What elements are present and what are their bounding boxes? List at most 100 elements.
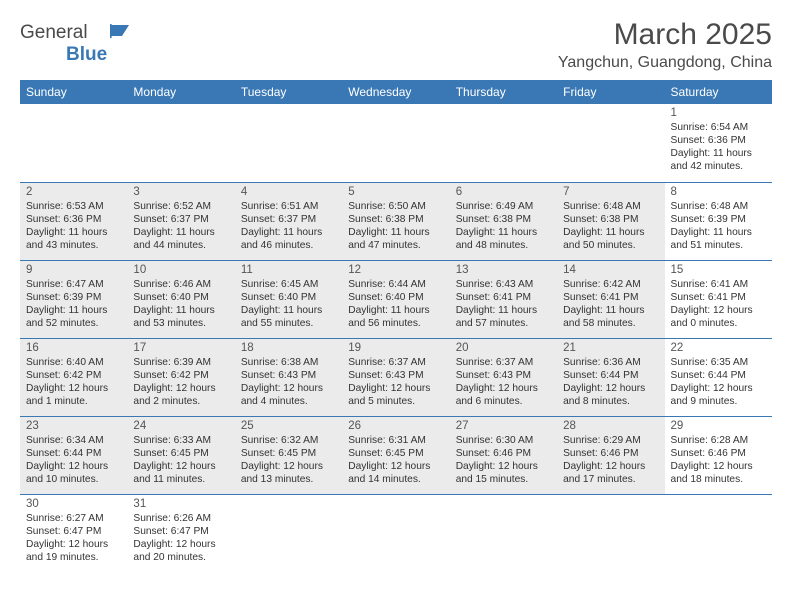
flag-icon	[110, 24, 130, 43]
calendar-week: 9Sunrise: 6:47 AMSunset: 6:39 PMDaylight…	[20, 260, 772, 338]
day-info: Sunrise: 6:37 AMSunset: 6:43 PMDaylight:…	[456, 356, 551, 408]
calendar-cell: 17 Sunrise: 6:39 AMSunset: 6:42 PMDayligh…	[127, 338, 234, 416]
day-header: Monday	[127, 80, 234, 104]
calendar-cell-empty	[450, 104, 557, 182]
calendar-cell-empty	[557, 494, 664, 572]
calendar-cell: 31 Sunrise: 6:26 AMSunset: 6:47 PMDayligh…	[127, 494, 234, 572]
calendar-week: 23Sunrise: 6:34 AMSunset: 6:44 PMDayligh…	[20, 416, 772, 494]
calendar-cell: 28Sunrise: 6:29 AMSunset: 6:46 PMDayligh…	[557, 416, 664, 494]
day-info: Sunrise: 6:45 AMSunset: 6:40 PMDaylight:…	[241, 278, 336, 330]
day-number: 21	[563, 342, 658, 354]
calendar-cell: 29 Sunrise: 6:28 AMSunset: 6:46 PMDayligh…	[665, 416, 772, 494]
day-info: Sunrise: 6:28 AMSunset: 6:46 PMDaylight:…	[671, 434, 766, 486]
logo: GeneralBlue	[20, 18, 130, 66]
calendar-cell: 14Sunrise: 6:42 AMSunset: 6:41 PMDayligh…	[557, 260, 664, 338]
day-number: 19	[348, 342, 443, 354]
day-number: 3	[133, 186, 228, 198]
day-number: 27	[456, 420, 551, 432]
day-info: Sunrise: 6:48 AMSunset: 6:38 PMDaylight:…	[563, 200, 658, 252]
day-number: 31	[133, 498, 228, 510]
calendar-cell: 2Sunrise: 6:53 AMSunset: 6:36 PMDaylight…	[20, 182, 127, 260]
day-number: 22	[671, 342, 766, 354]
calendar-cell: 10 Sunrise: 6:46 AMSunset: 6:40 PMDayligh…	[127, 260, 234, 338]
calendar-cell: 23Sunrise: 6:34 AMSunset: 6:44 PMDayligh…	[20, 416, 127, 494]
logo-text-general: General	[20, 22, 88, 43]
calendar-cell: 3 Sunrise: 6:52 AMSunset: 6:37 PMDaylight…	[127, 182, 234, 260]
day-header: Thursday	[450, 80, 557, 104]
day-info: Sunrise: 6:48 AMSunset: 6:39 PMDaylight:…	[671, 200, 766, 252]
calendar-cell-empty	[342, 104, 449, 182]
day-info: Sunrise: 6:33 AMSunset: 6:45 PMDaylight:…	[133, 434, 228, 486]
calendar-cell: 25 Sunrise: 6:32 AMSunset: 6:45 PMDayligh…	[235, 416, 342, 494]
day-number: 16	[26, 342, 121, 354]
calendar-cell: 1 Sunrise: 6:54 AMSunset: 6:36 PMDaylight…	[665, 104, 772, 182]
day-number: 9	[26, 264, 121, 276]
day-info: Sunrise: 6:52 AMSunset: 6:37 PMDaylight:…	[133, 200, 228, 252]
day-number: 30	[26, 498, 121, 510]
logo-text-blue: Blue	[66, 44, 107, 65]
calendar-cell: 15 Sunrise: 6:41 AMSunset: 6:41 PMDayligh…	[665, 260, 772, 338]
calendar-head: SundayMondayTuesdayWednesdayThursdayFrid…	[20, 80, 772, 104]
day-number: 24	[133, 420, 228, 432]
day-number: 4	[241, 186, 336, 198]
day-number: 1	[671, 107, 766, 119]
day-number: 12	[348, 264, 443, 276]
calendar-cell: 24 Sunrise: 6:33 AMSunset: 6:45 PMDayligh…	[127, 416, 234, 494]
day-info: Sunrise: 6:32 AMSunset: 6:45 PMDaylight:…	[241, 434, 336, 486]
calendar-week: 2Sunrise: 6:53 AMSunset: 6:36 PMDaylight…	[20, 182, 772, 260]
day-number: 11	[241, 264, 336, 276]
day-info: Sunrise: 6:31 AMSunset: 6:45 PMDaylight:…	[348, 434, 443, 486]
day-number: 29	[671, 420, 766, 432]
day-info: Sunrise: 6:39 AMSunset: 6:42 PMDaylight:…	[133, 356, 228, 408]
calendar-cell: 7 Sunrise: 6:48 AMSunset: 6:38 PMDaylight…	[557, 182, 664, 260]
calendar-cell: 5Sunrise: 6:50 AMSunset: 6:38 PMDaylight…	[342, 182, 449, 260]
day-number: 17	[133, 342, 228, 354]
calendar-cell-empty	[450, 494, 557, 572]
calendar-cell: 8 Sunrise: 6:48 AMSunset: 6:39 PMDaylight…	[665, 182, 772, 260]
calendar-cell-empty	[235, 104, 342, 182]
calendar-cell-empty	[235, 494, 342, 572]
header: GeneralBlue March 2025 Yangchun, Guangdo…	[20, 18, 772, 72]
day-info: Sunrise: 6:41 AMSunset: 6:41 PMDaylight:…	[671, 278, 766, 330]
day-info: Sunrise: 6:43 AMSunset: 6:41 PMDaylight:…	[456, 278, 551, 330]
calendar-table: SundayMondayTuesdayWednesdayThursdayFrid…	[20, 80, 772, 572]
day-number: 13	[456, 264, 551, 276]
day-number: 26	[348, 420, 443, 432]
day-info: Sunrise: 6:26 AMSunset: 6:47 PMDaylight:…	[133, 512, 228, 564]
calendar-cell: 19Sunrise: 6:37 AMSunset: 6:43 PMDayligh…	[342, 338, 449, 416]
day-number: 25	[241, 420, 336, 432]
calendar-cell: 4Sunrise: 6:51 AMSunset: 6:37 PMDaylight…	[235, 182, 342, 260]
calendar-cell: 13 Sunrise: 6:43 AMSunset: 6:41 PMDayligh…	[450, 260, 557, 338]
day-number: 18	[241, 342, 336, 354]
day-info: Sunrise: 6:38 AMSunset: 6:43 PMDaylight:…	[241, 356, 336, 408]
day-number: 6	[456, 186, 551, 198]
day-number: 7	[563, 186, 658, 198]
day-info: Sunrise: 6:53 AMSunset: 6:36 PMDaylight:…	[26, 200, 121, 252]
day-number: 8	[671, 186, 766, 198]
page-subtitle: Yangchun, Guangdong, China	[558, 54, 772, 72]
day-header: Tuesday	[235, 80, 342, 104]
day-header: Sunday	[20, 80, 127, 104]
calendar-cell-empty	[20, 104, 127, 182]
day-info: Sunrise: 6:34 AMSunset: 6:44 PMDaylight:…	[26, 434, 121, 486]
day-number: 14	[563, 264, 658, 276]
calendar-cell: 22 Sunrise: 6:35 AMSunset: 6:44 PMDayligh…	[665, 338, 772, 416]
day-info: Sunrise: 6:49 AMSunset: 6:38 PMDaylight:…	[456, 200, 551, 252]
day-info: Sunrise: 6:46 AMSunset: 6:40 PMDaylight:…	[133, 278, 228, 330]
calendar-body: 1 Sunrise: 6:54 AMSunset: 6:36 PMDaylight…	[20, 104, 772, 572]
calendar-cell-empty	[665, 494, 772, 572]
day-number: 15	[671, 264, 766, 276]
calendar-cell: 6 Sunrise: 6:49 AMSunset: 6:38 PMDaylight…	[450, 182, 557, 260]
day-info: Sunrise: 6:44 AMSunset: 6:40 PMDaylight:…	[348, 278, 443, 330]
day-number: 5	[348, 186, 443, 198]
day-info: Sunrise: 6:29 AMSunset: 6:46 PMDaylight:…	[563, 434, 658, 486]
calendar-cell: 20 Sunrise: 6:37 AMSunset: 6:43 PMDayligh…	[450, 338, 557, 416]
day-header: Saturday	[665, 80, 772, 104]
calendar-cell: 12 Sunrise: 6:44 AMSunset: 6:40 PMDayligh…	[342, 260, 449, 338]
day-number: 10	[133, 264, 228, 276]
day-number: 20	[456, 342, 551, 354]
calendar-cell: 21Sunrise: 6:36 AMSunset: 6:44 PMDayligh…	[557, 338, 664, 416]
day-info: Sunrise: 6:54 AMSunset: 6:36 PMDaylight:…	[671, 121, 766, 173]
day-info: Sunrise: 6:35 AMSunset: 6:44 PMDaylight:…	[671, 356, 766, 408]
day-info: Sunrise: 6:40 AMSunset: 6:42 PMDaylight:…	[26, 356, 121, 408]
